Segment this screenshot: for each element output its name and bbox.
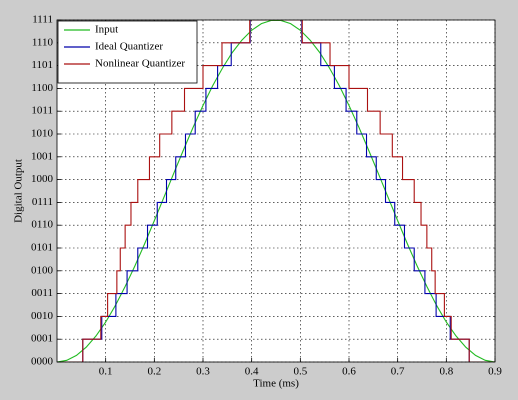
series-line: [57, 20, 495, 362]
x-tick-label: 0.5: [293, 366, 307, 378]
x-tick-label: 0.1: [99, 366, 113, 378]
y-tick-label: 0111: [32, 196, 53, 208]
legend-label: Ideal Quantizer: [95, 41, 163, 53]
y-tick-label: 0001: [31, 333, 53, 345]
x-tick-label: 0.8: [439, 366, 453, 378]
legend-label: Nonlinear Quantizer: [95, 58, 185, 70]
y-tick-label: 0011: [31, 287, 53, 299]
y-tick-label: 1011: [31, 105, 53, 117]
y-tick-label: 1010: [31, 128, 54, 140]
y-axis-label: Digital Output: [13, 159, 25, 223]
y-tick-label: 1111: [32, 14, 53, 26]
x-tick-label: 0.2: [147, 366, 161, 378]
x-tick-label: 0.9: [488, 366, 502, 378]
y-tick-label: 0101: [31, 242, 53, 254]
x-tick-label: 0.3: [196, 366, 210, 378]
y-tick-label: 0110: [31, 219, 53, 231]
y-tick-label: 1000: [31, 173, 54, 185]
legend-label: Input: [95, 24, 118, 36]
y-tick-label: 0100: [31, 264, 54, 276]
y-tick-label: 1110: [32, 36, 54, 48]
y-tick-label: 1101: [31, 59, 53, 71]
x-axis-label: Time (ms): [253, 378, 299, 390]
x-tick-label: 0.7: [391, 366, 405, 378]
series-line: [57, 20, 495, 362]
y-tick-label: 0010: [31, 310, 54, 322]
y-tick-label: 1100: [31, 82, 53, 94]
legend-box: [57, 20, 198, 84]
axes-frame: [56, 19, 496, 363]
y-tick-label: 1001: [31, 150, 53, 162]
y-tick-label: 0000: [31, 356, 54, 368]
x-tick-label: 0.6: [342, 366, 356, 378]
x-tick-label: 0.4: [245, 366, 259, 378]
